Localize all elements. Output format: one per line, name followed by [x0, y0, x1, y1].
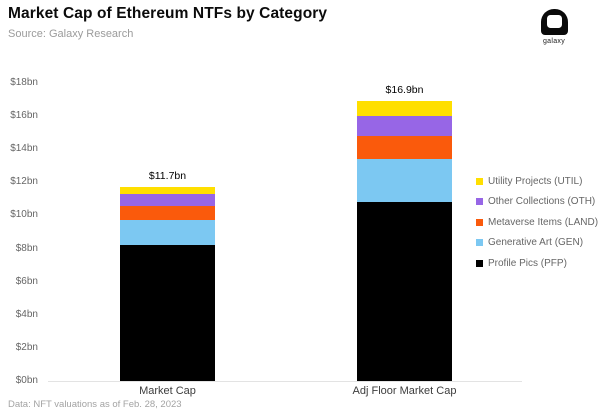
- y-tick-label: $10bn: [10, 209, 38, 221]
- footnote: Data: NFT valuations as of Feb. 28, 2023: [8, 399, 182, 410]
- legend-swatch-icon: [476, 177, 483, 185]
- x-axis-category-label: Adj Floor Market Cap: [352, 385, 457, 397]
- bar-total-label: $16.9bn: [385, 84, 424, 97]
- x-axis-line: [48, 381, 522, 382]
- legend-item: Other Collections (OTH): [476, 196, 598, 208]
- y-tick-label: $4bn: [15, 308, 38, 320]
- galaxy-logo-text: galaxy: [542, 38, 566, 45]
- legend-swatch-icon: [476, 239, 483, 246]
- bar-segment: [120, 220, 215, 246]
- legend-swatch-icon: [476, 218, 483, 226]
- y-tick-label: $8bn: [15, 242, 38, 254]
- y-tick-label: $6bn: [15, 275, 38, 287]
- y-tick-label: $18bn: [10, 77, 38, 88]
- y-tick-label: $0bn: [15, 375, 38, 386]
- galaxy-logo-icon: [540, 9, 568, 35]
- y-tick-label: $16bn: [10, 110, 38, 122]
- legend-label: Utility Projects (UTIL): [488, 175, 583, 187]
- source-label: Source: Galaxy Research: [8, 28, 134, 40]
- y-tick-label: $14bn: [10, 143, 38, 155]
- page-title: Market Cap of Ethereum NTFs by Category: [8, 5, 328, 22]
- bar-total-label: $11.7bn: [148, 170, 187, 183]
- bar-segment: [120, 187, 215, 194]
- x-axis-category-label: Market Cap: [139, 385, 196, 397]
- legend-item: Utility Projects (UTIL): [476, 175, 598, 187]
- legend-label: Metaverse Items (LAND): [488, 216, 599, 228]
- y-tick-label: $12bn: [10, 176, 38, 188]
- legend-label: Profile Pics (PFP): [488, 257, 567, 269]
- legend-label: Generative Art (GEN): [488, 237, 584, 248]
- bar-segment: [120, 245, 215, 381]
- legend-label: Other Collections (OTH): [488, 196, 596, 207]
- legend: Utility Projects (UTIL) Other Collections…: [476, 175, 598, 269]
- bar-segment: [357, 159, 452, 203]
- legend-swatch-icon: [476, 259, 483, 267]
- legend-item: Profile Pics (PFP): [476, 257, 598, 269]
- bar-segment: [357, 202, 452, 381]
- bar-segment: [120, 205, 215, 221]
- bar-segment: [357, 101, 452, 117]
- legend-item: Metaverse Items (LAND): [476, 216, 598, 228]
- bar-segment: [120, 193, 215, 206]
- legend-item: Generative Art (GEN): [476, 237, 598, 249]
- bar-segment: [357, 116, 452, 136]
- legend-swatch-icon: [476, 198, 483, 205]
- galaxy-logo: galaxy: [532, 9, 576, 45]
- y-tick-label: $2bn: [15, 341, 38, 353]
- bar-segment: [357, 135, 452, 160]
